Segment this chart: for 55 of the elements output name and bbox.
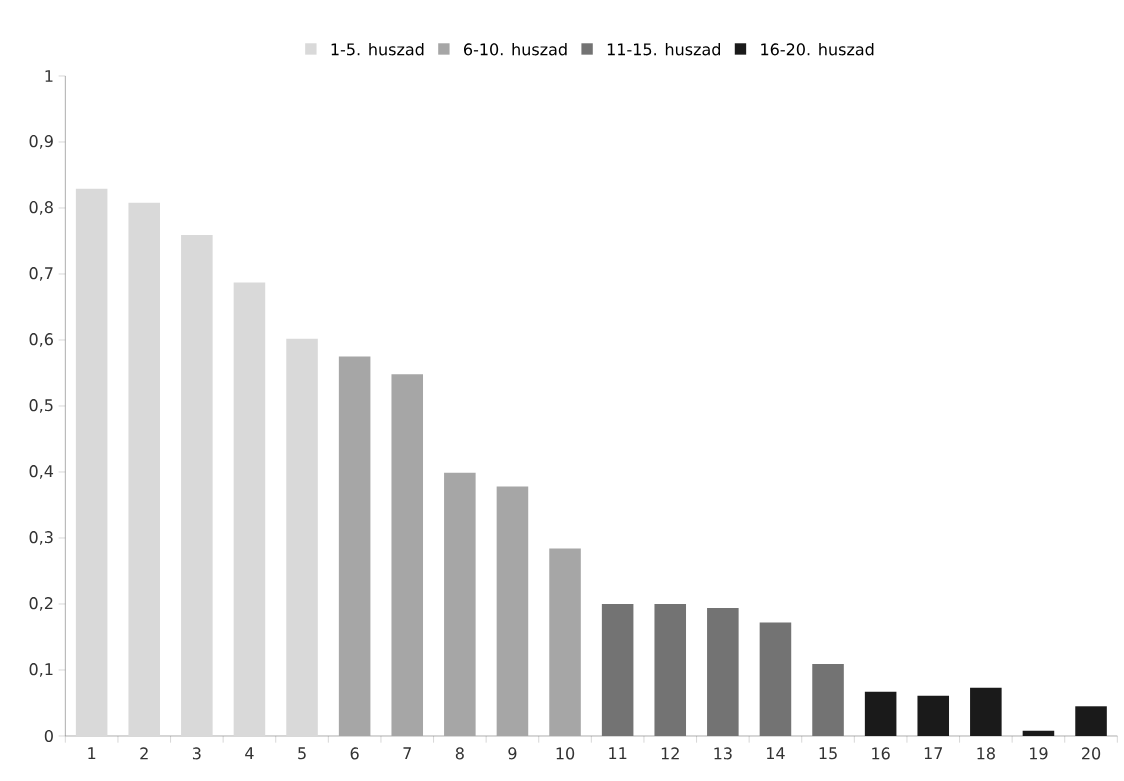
x-tick-label: 8 bbox=[455, 747, 464, 760]
bar bbox=[391, 374, 424, 736]
x-tick-label: 2 bbox=[140, 747, 148, 760]
bar bbox=[654, 603, 687, 736]
x-tick-label: 13 bbox=[714, 747, 732, 760]
y-tick-label: 0,8 bbox=[29, 200, 53, 215]
x-tick-label: 16 bbox=[872, 747, 890, 760]
y-tick-label: 0,1 bbox=[29, 662, 53, 677]
legend-label: 16-20. huszad bbox=[761, 42, 874, 56]
y-tick-label: 0,7 bbox=[29, 266, 53, 281]
x-tick-label: 5 bbox=[298, 747, 306, 760]
x-tick-label: 15 bbox=[819, 747, 837, 760]
x-tick-label: 18 bbox=[977, 747, 995, 760]
bar bbox=[181, 234, 213, 736]
x-tick-label: 3 bbox=[192, 747, 201, 760]
bar bbox=[549, 548, 581, 736]
bar bbox=[864, 691, 897, 736]
x-tick-label: 9 bbox=[508, 747, 517, 760]
x-tick-label: 10 bbox=[556, 747, 575, 760]
legend-label: 11-15. huszad bbox=[607, 42, 720, 56]
legend-label: 6-10. huszad bbox=[464, 42, 567, 56]
bar bbox=[75, 188, 108, 736]
bar bbox=[1075, 706, 1107, 736]
x-tick-label: 12 bbox=[661, 747, 679, 760]
x-tick-label: 20 bbox=[1082, 747, 1101, 760]
y-tick-label: 1 bbox=[45, 70, 53, 82]
bar bbox=[128, 202, 161, 736]
x-tick-label: 19 bbox=[1030, 747, 1048, 760]
bar bbox=[444, 472, 476, 736]
x-tick-label: 17 bbox=[924, 747, 943, 759]
y-tick-label: 0,6 bbox=[29, 332, 53, 347]
bar bbox=[917, 695, 950, 736]
bar bbox=[707, 607, 739, 736]
legend-label: 1-5. huszad bbox=[331, 42, 424, 56]
y-tick-label: 0,4 bbox=[29, 464, 54, 479]
x-tick-label: 4 bbox=[245, 747, 254, 759]
bar bbox=[286, 338, 318, 736]
bar bbox=[812, 663, 844, 736]
bar bbox=[970, 687, 1002, 736]
bar bbox=[496, 486, 529, 736]
bar bbox=[233, 282, 266, 736]
bar bbox=[338, 356, 371, 736]
y-tick-label: 0 bbox=[44, 729, 53, 742]
y-tick-label: 0,5 bbox=[29, 398, 53, 413]
y-tick-label: 0,9 bbox=[29, 134, 53, 149]
bar bbox=[1022, 730, 1055, 736]
x-tick-label: 11 bbox=[609, 747, 627, 759]
x-tick-label: 14 bbox=[767, 747, 785, 759]
bar bbox=[601, 603, 634, 736]
bar bbox=[759, 622, 792, 736]
x-tick-label: 7 bbox=[403, 747, 411, 759]
x-tick-label: 1 bbox=[88, 747, 96, 759]
x-tick-label: 6 bbox=[350, 747, 359, 760]
y-tick-label: 0,3 bbox=[29, 530, 53, 545]
y-tick-label: 0,2 bbox=[29, 596, 53, 611]
